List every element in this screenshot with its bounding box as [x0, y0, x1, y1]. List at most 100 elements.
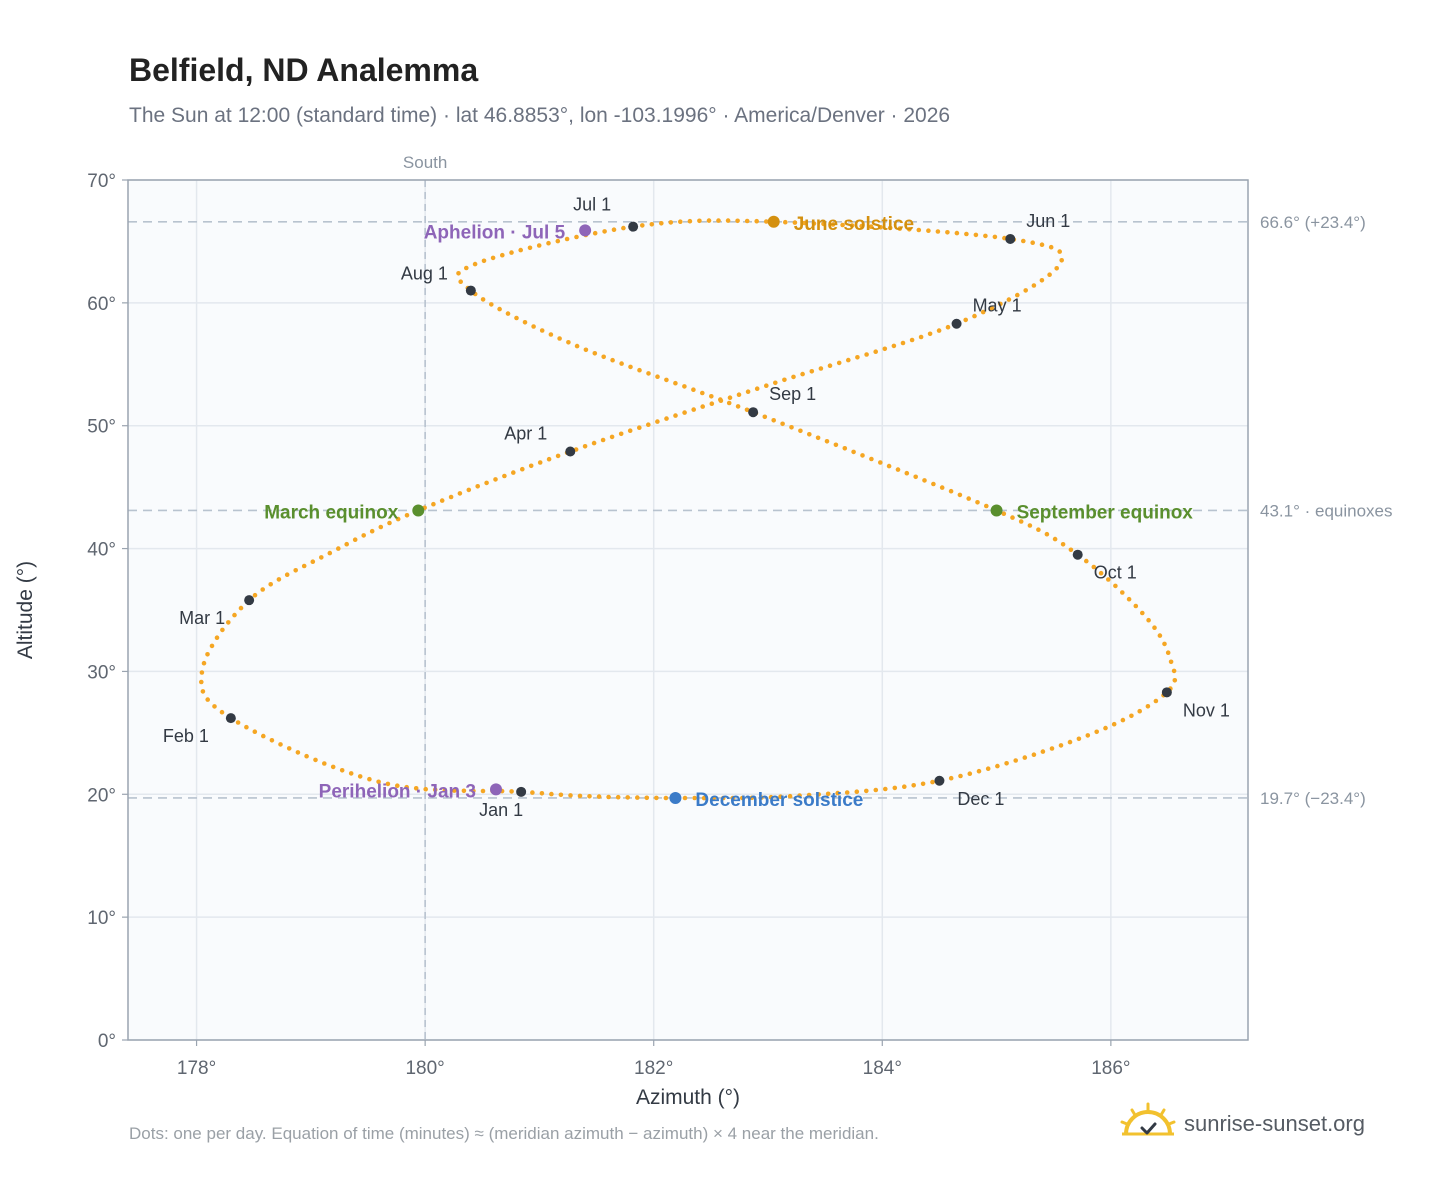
daily-sun-dot [1137, 708, 1142, 714]
daily-sun-dot [754, 218, 759, 224]
daily-sun-dot [973, 232, 979, 238]
daily-sun-dot [395, 783, 400, 788]
daily-sun-dot [1120, 590, 1125, 595]
daily-sun-dot [489, 302, 494, 307]
y-tick-label: 10° [87, 908, 116, 929]
daily-sun-dot [697, 218, 702, 224]
daily-sun-dot [913, 474, 918, 480]
daily-sun-dot [602, 229, 607, 234]
daily-sun-dot [209, 643, 215, 649]
daily-sun-dot [284, 572, 290, 577]
daily-sun-dot [1153, 698, 1159, 704]
daily-sun-dot [995, 763, 1000, 769]
month-marker-dot [1072, 549, 1083, 560]
daily-sun-dot [764, 219, 769, 224]
daily-sun-dot [916, 227, 922, 233]
daily-sun-dot [1022, 755, 1028, 760]
x-tick-label: 178° [177, 1058, 216, 1079]
daily-sun-dot [701, 795, 707, 801]
daily-sun-dot [502, 473, 507, 479]
daily-sun-dot [800, 371, 805, 377]
daily-sun-dot [596, 794, 602, 799]
month-marker-dot [628, 221, 639, 232]
daily-sun-dot [864, 352, 869, 357]
daily-sun-dot [1058, 743, 1064, 748]
daily-sun-dot [1023, 288, 1028, 293]
event-marker-label: December solstice [695, 790, 863, 811]
brand-logo[interactable]: sunrise-sunset.org [1120, 1102, 1365, 1146]
daily-sun-dot [1106, 577, 1111, 582]
daily-sun-dot [531, 324, 536, 329]
daily-sun-dot [500, 252, 505, 258]
daily-sun-dot [1021, 238, 1026, 244]
daily-sun-dot [1027, 523, 1033, 528]
daily-sun-dot [706, 218, 712, 223]
sun-logo-icon [1120, 1102, 1176, 1136]
daily-sun-dot [313, 757, 318, 763]
daily-sun-dot [918, 334, 924, 340]
daily-sun-dot [199, 679, 204, 685]
daily-sun-dot [972, 313, 977, 319]
daily-sun-dot [902, 784, 907, 789]
daily-sun-dot [637, 425, 642, 431]
daily-sun-dot [735, 404, 741, 409]
daily-sun-dot [1098, 570, 1104, 576]
daily-sun-dot [252, 592, 258, 598]
daily-sun-dot [773, 380, 778, 386]
month-marker-dot [516, 786, 527, 797]
daily-sun-dot [357, 774, 363, 779]
daily-sun-dot [787, 793, 793, 799]
y-tick-label: 0° [98, 1031, 116, 1052]
month-marker-label: Mar 1 [179, 608, 225, 628]
month-marker-dot [465, 285, 476, 296]
daily-sun-dot [789, 425, 794, 430]
daily-sun-dot [655, 374, 660, 380]
daily-sun-dot [1001, 511, 1007, 516]
month-marker-dot [244, 595, 255, 606]
daily-sun-dot [238, 605, 244, 611]
daily-sun-dot [873, 787, 879, 793]
daily-sun-dot [252, 729, 258, 734]
daily-sun-dot [730, 795, 736, 801]
daily-sun-dot [700, 390, 705, 396]
daily-sun-dot [548, 332, 554, 337]
daily-sun-dot [673, 380, 678, 386]
daily-sun-dot [659, 221, 664, 226]
daily-sun-dot [948, 488, 954, 494]
daily-sun-dot [1047, 272, 1052, 278]
daily-sun-dot [1039, 242, 1045, 247]
daily-sun-dot [1054, 266, 1059, 271]
daily-sun-dot [749, 795, 755, 801]
daily-sun-dot [691, 407, 696, 412]
daily-sun-dot [352, 537, 358, 542]
daily-sun-dot [557, 336, 562, 341]
daily-sun-dot [780, 421, 785, 427]
daily-sun-dot [404, 513, 410, 518]
daily-sun-dot [574, 343, 580, 349]
daily-sun-dot [610, 357, 615, 363]
reference-line-label: 66.6° (+23.4°) [1260, 213, 1366, 232]
month-marker-label: Sep 1 [769, 384, 816, 404]
daily-sun-dot [878, 460, 883, 465]
daily-sun-dot [537, 460, 543, 465]
daily-sun-dot [199, 670, 205, 675]
daily-sun-dot [1076, 736, 1082, 742]
daily-sun-dot [301, 563, 307, 569]
daily-sun-dot [600, 437, 606, 443]
daily-sun-dot [744, 218, 750, 224]
daily-sun-dot [574, 234, 579, 240]
daily-sun-dot [1068, 547, 1074, 553]
daily-sun-dot [895, 467, 901, 472]
daily-sun-dot [958, 773, 963, 779]
daily-sun-dot [439, 498, 445, 503]
daily-sun-dot [649, 222, 655, 227]
daily-sun-dot [232, 612, 237, 618]
daily-sun-dot [378, 524, 384, 530]
reference-line-label: 43.1° · equinoxes [1260, 501, 1393, 520]
daily-sun-dot [367, 776, 372, 782]
daily-sun-dot [851, 449, 856, 455]
daily-sun-dot [945, 324, 951, 330]
event-marker-label: September equinox [1017, 502, 1194, 523]
daily-sun-dot [330, 764, 336, 770]
daily-sun-dot [1006, 297, 1012, 302]
